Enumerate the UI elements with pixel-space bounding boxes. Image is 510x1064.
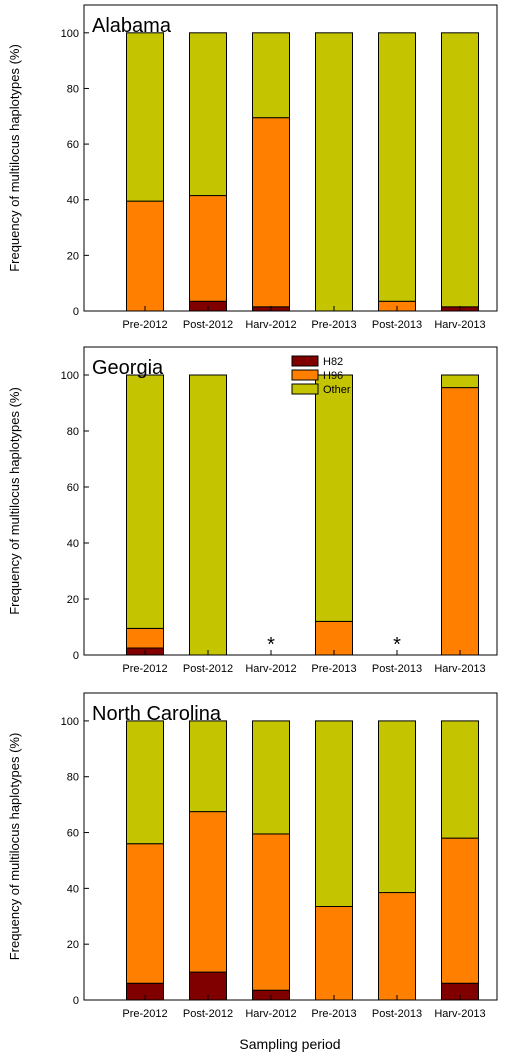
y-tick-label: 40 [67, 883, 79, 895]
y-tick-label: 20 [67, 939, 79, 951]
y-tick-label: 80 [67, 83, 79, 95]
panel-title: North Carolina [92, 703, 222, 725]
y-tick-label: 20 [67, 250, 79, 262]
y-tick-label: 0 [73, 306, 79, 318]
panel-frame [83, 692, 498, 1001]
bar-other-harv-2013 [441, 374, 479, 389]
bar-other-post-2013 [378, 32, 416, 302]
bar-h96-harv-2013 [441, 837, 479, 984]
bar-h96-post-2013 [378, 892, 416, 1001]
panel-title: Georgia [92, 357, 164, 379]
bar-other-pre-2013 [315, 374, 353, 622]
y-tick-label: 80 [67, 426, 79, 438]
x-tick-label: Post-2012 [183, 1008, 233, 1020]
annotation-asterisk: * [393, 634, 401, 656]
legend-swatch-other [291, 383, 319, 395]
legend-label: H96 [323, 370, 343, 382]
x-tick-label: Pre-2013 [311, 1008, 356, 1020]
x-tick-label: Post-2013 [372, 319, 422, 331]
x-tick-label: Pre-2012 [122, 1008, 167, 1020]
y-axis-label: Frequency of multilocus haplotypes (%) [7, 44, 22, 272]
bar-other-post-2012 [189, 720, 227, 813]
x-tick-label: Pre-2012 [122, 319, 167, 331]
bar-other-harv-2012 [252, 32, 290, 119]
y-tick-label: 60 [67, 482, 79, 494]
bar-other-harv-2013 [441, 32, 479, 308]
y-tick-label: 100 [61, 28, 79, 40]
legend-swatch-h96 [291, 369, 319, 381]
annotation-asterisk: * [267, 634, 275, 656]
y-tick-label: 100 [61, 370, 79, 382]
legend-label: Other [323, 384, 351, 396]
y-tick-label: 80 [67, 772, 79, 784]
bar-other-pre-2013 [315, 32, 353, 312]
bar-other-pre-2012 [126, 374, 164, 629]
x-tick-label: Pre-2012 [122, 663, 167, 675]
y-tick-label: 40 [67, 538, 79, 550]
bar-h96-harv-2013 [441, 387, 479, 656]
bar-other-post-2012 [189, 374, 227, 656]
bar-h96-pre-2013 [315, 906, 353, 1001]
y-tick-label: 20 [67, 594, 79, 606]
x-tick-label: Harv-2013 [434, 663, 485, 675]
x-tick-label: Harv-2012 [245, 1008, 296, 1020]
bar-h96-harv-2012 [252, 117, 290, 308]
y-tick-label: 40 [67, 195, 79, 207]
y-axis-label: Frequency of multilocus haplotypes (%) [7, 733, 22, 961]
x-tick-label: Harv-2013 [434, 319, 485, 331]
y-tick-label: 100 [61, 716, 79, 728]
y-tick-label: 60 [67, 828, 79, 840]
x-tick-label: Harv-2012 [245, 663, 296, 675]
y-tick-label: 0 [73, 995, 79, 1007]
legend-label: H82 [323, 356, 343, 368]
y-tick-label: 0 [73, 650, 79, 662]
panel-title: Alabama [92, 15, 172, 37]
x-axis-label: Sampling period [239, 1036, 340, 1052]
x-tick-label: Harv-2013 [434, 1008, 485, 1020]
bar-other-harv-2012 [252, 720, 290, 835]
x-tick-label: Pre-2013 [311, 663, 356, 675]
y-tick-label: 60 [67, 139, 79, 151]
panel-frame [83, 346, 498, 656]
x-tick-label: Pre-2013 [311, 319, 356, 331]
bar-other-post-2012 [189, 32, 227, 197]
x-tick-label: Post-2012 [183, 663, 233, 675]
bar-h96-pre-2012 [126, 627, 164, 649]
bar-h96-post-2012 [189, 811, 227, 973]
y-axis-label: Frequency of multilocus haplotypes (%) [7, 387, 22, 615]
x-tick-label: Post-2013 [372, 1008, 422, 1020]
bar-other-post-2013 [378, 720, 416, 894]
panel-frame [83, 4, 498, 312]
x-tick-label: Post-2013 [372, 663, 422, 675]
x-tick-label: Post-2012 [183, 319, 233, 331]
x-tick-label: Harv-2012 [245, 319, 296, 331]
bar-other-pre-2012 [126, 32, 164, 202]
bar-h96-harv-2012 [252, 833, 290, 991]
bar-h96-post-2012 [189, 195, 227, 302]
bar-h96-pre-2013 [315, 620, 353, 656]
bar-other-pre-2012 [126, 720, 164, 845]
bar-h96-pre-2012 [126, 843, 164, 984]
bar-other-harv-2013 [441, 720, 479, 839]
bar-other-pre-2013 [315, 720, 353, 908]
bar-h96-pre-2012 [126, 200, 164, 312]
legend-swatch-h82 [291, 355, 319, 367]
